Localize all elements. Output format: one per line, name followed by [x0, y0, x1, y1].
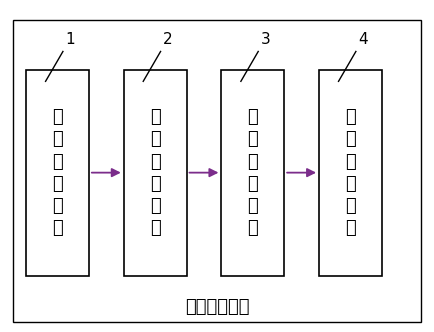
Bar [319, 70, 382, 276]
Text: 1: 1 [65, 32, 75, 47]
Text: 第
二
检
测
模
块: 第 二 检 测 模 块 [150, 108, 161, 237]
Bar [124, 70, 187, 276]
Text: 4: 4 [358, 32, 368, 47]
Text: 车载检测装置: 车载检测装置 [185, 298, 249, 316]
Text: 第
三
检
测
模
块: 第 三 检 测 模 块 [247, 108, 258, 237]
Bar [221, 70, 284, 276]
Text: 第
一
处
理
模
块: 第 一 处 理 模 块 [345, 108, 356, 237]
Text: 第
一
检
测
模
块: 第 一 检 测 模 块 [52, 108, 63, 237]
Text: 2: 2 [163, 32, 172, 47]
Text: 3: 3 [260, 32, 270, 47]
Bar [26, 70, 89, 276]
